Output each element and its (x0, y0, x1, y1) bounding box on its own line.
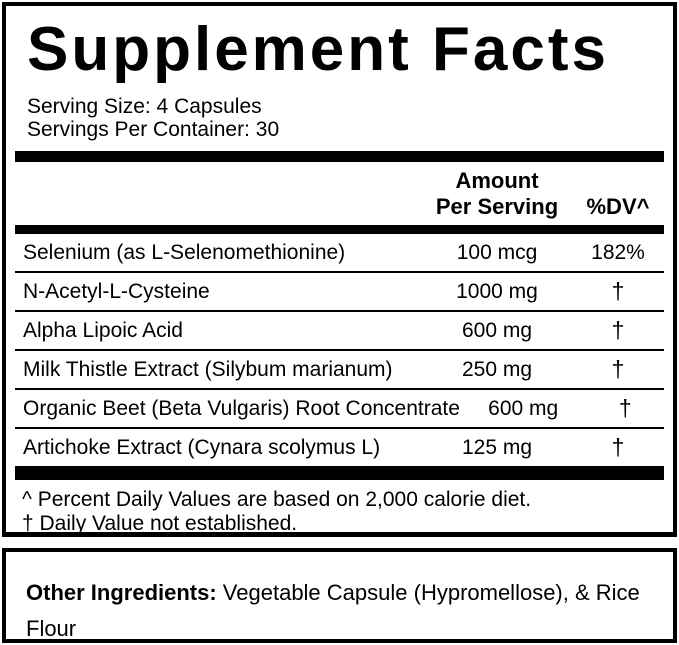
section-divider-bar-mid (15, 225, 664, 234)
ingredient-name: Alpha Lipoic Acid (23, 318, 183, 342)
footnote-percent-dv: ^ Percent Daily Values are based on 2,00… (22, 488, 532, 511)
percent-dv-header: %DV^ (586, 194, 650, 219)
section-divider-bar-bottom (15, 468, 664, 480)
other-ingredients-panel: Other Ingredients: Vegetable Capsule (Hy… (2, 548, 677, 643)
section-divider-bar-top (15, 151, 664, 162)
amount-value: 250 mg (461, 357, 533, 381)
amount-per-serving-header: Amount Per Serving (435, 168, 559, 219)
ingredient-row: Alpha Lipoic Acid 600 mg † (15, 312, 664, 351)
amount-value: 600 mg (461, 318, 533, 342)
dv-value: † (611, 356, 625, 382)
serving-size: Serving Size: 4 Capsules (27, 95, 262, 118)
amount-value: 100 mcg (456, 240, 538, 264)
ingredient-name: Milk Thistle Extract (Silybum marianum) (23, 357, 393, 381)
ingredient-name: N-Acetyl-L-Cysteine (23, 279, 210, 303)
table-column-headers: Amount Per Serving %DV^ (15, 162, 664, 225)
ingredient-row: Artichoke Extract (Cynara scolymus L) 12… (15, 429, 664, 468)
footnote-daily-value: † Daily Value not established. (22, 512, 298, 535)
servings-per-container: Servings Per Container: 30 (27, 118, 280, 141)
supplement-facts-panel: Supplement Facts Serving Size: 4 Capsule… (2, 2, 677, 537)
footnotes: ^ Percent Daily Values are based on 2,00… (15, 480, 664, 536)
ingredient-row: Milk Thistle Extract (Silybum marianum) … (15, 351, 664, 390)
dv-value: † (611, 434, 625, 460)
ingredient-row: Organic Beet (Beta Vulgaris) Root Concen… (15, 390, 664, 429)
amount-value: 1000 mg (456, 279, 538, 303)
dv-value: † (611, 278, 625, 304)
ingredient-row: Selenium (as L-Selenomethionine) 100 mcg… (15, 234, 664, 273)
panel-title: Supplement Facts (27, 15, 609, 84)
other-ingredients-text: Vegetable Capsule (Hypromellose), & Rice… (26, 580, 640, 641)
dv-value: † (611, 317, 625, 343)
ingredient-name: Organic Beet (Beta Vulgaris) Root Concen… (23, 396, 460, 420)
amount-value: 600 mg (488, 396, 559, 420)
dv-value: † (618, 395, 632, 421)
serving-info: Serving Size: 4 Capsules Servings Per Co… (27, 95, 664, 141)
ingredient-row: N-Acetyl-L-Cysteine 1000 mg † (15, 273, 664, 312)
dv-value: 182% (591, 240, 645, 264)
ingredient-name: Selenium (as L-Selenomethionine) (23, 240, 346, 264)
ingredient-name: Artichoke Extract (Cynara scolymus L) (23, 435, 381, 459)
amount-value: 125 mg (461, 435, 533, 459)
other-ingredients-label: Other Ingredients: (26, 580, 217, 605)
